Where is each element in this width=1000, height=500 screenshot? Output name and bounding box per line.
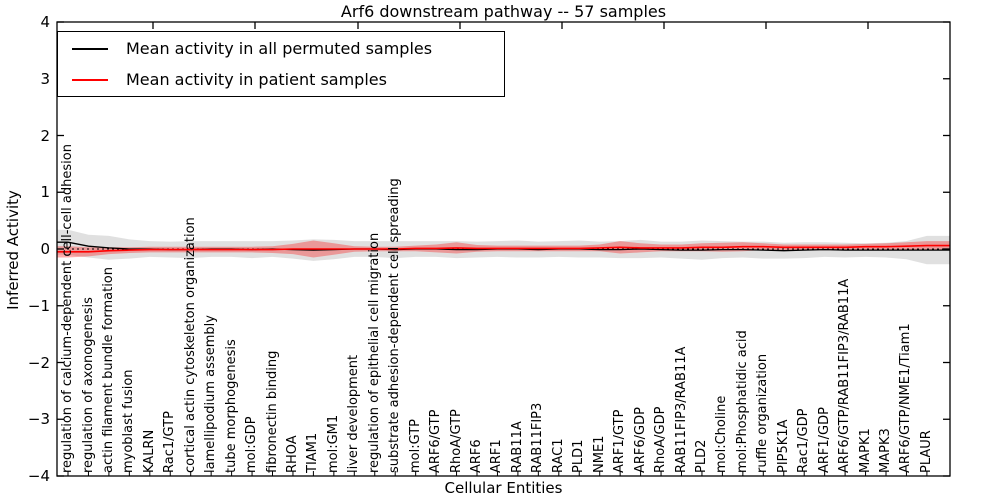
x-tick-label: MAPK1 — [857, 428, 873, 473]
x-tick-label: liver development — [346, 354, 362, 473]
x-tick-label: fibronectin binding — [264, 350, 280, 473]
x-tick-label: TIAM1 — [305, 432, 321, 473]
y-tick-label: −3 — [27, 410, 50, 429]
y-tick-label: −2 — [27, 353, 50, 372]
x-tick-label: RHOA — [284, 435, 300, 473]
x-tick-label: lamellipodium assembly — [203, 315, 219, 473]
x-tick-label: mol:Choline — [714, 395, 730, 473]
x-axis-label: Cellular Entities — [444, 479, 563, 497]
x-tick-label: regulation of epithelial cell migration — [366, 232, 382, 473]
black-line-sample-icon — [72, 47, 108, 50]
chart-title: Arf6 downstream pathway -- 57 samples — [340, 2, 667, 21]
x-tick-label: ARF1 — [489, 439, 505, 473]
y-tick-label: 0 — [40, 240, 50, 258]
x-tick-label: ARF6/GTP/RAB11FIP3/RAB11A — [837, 278, 853, 473]
x-tick-label: ARF6/GDP — [632, 407, 648, 473]
legend-item-patient: Mean activity in patient samples — [72, 67, 504, 92]
x-tick-label: mol:Phosphatidic acid — [734, 330, 750, 473]
x-tick-label: regulation of calcium-dependent cell-cel… — [60, 144, 75, 473]
permuted-spread-band — [57, 229, 950, 265]
legend-label-patient: Mean activity in patient samples — [126, 70, 387, 89]
y-tick-label: −4 — [27, 467, 50, 485]
x-tick-label: mol:GTP — [407, 419, 423, 473]
x-tick-label: RhoA/GTP — [448, 409, 464, 473]
x-tick-label: Rac1/GTP — [162, 411, 178, 473]
x-tick-label: PIP5K1A — [775, 419, 791, 473]
y-tick-label: −1 — [27, 296, 50, 315]
y-tick-label: 2 — [40, 126, 50, 145]
y-tick-label: 4 — [40, 13, 50, 31]
x-tick-label: ARF6/GTP/NME1/Tiam1 — [898, 323, 914, 473]
legend-item-permuted: Mean activity in all permuted samples — [72, 36, 504, 61]
x-tick-label: NME1 — [591, 435, 607, 473]
x-tick-label: RAB11FIP3 — [530, 402, 546, 473]
x-tick-label: mol:GDP — [244, 416, 259, 473]
x-tick-label: Rac1/GDP — [796, 408, 812, 473]
x-tick-label: PLD2 — [693, 439, 709, 473]
y-tick-label: 3 — [40, 69, 50, 88]
x-tick-label: KALRN — [141, 429, 157, 473]
x-tick-label: PLD1 — [571, 439, 587, 473]
x-tick-label: RAB11A — [509, 421, 525, 473]
x-tick-label: MAPK3 — [878, 428, 893, 473]
x-tick-label: ARF1/GDP — [816, 407, 832, 473]
x-tick-label: actin filament bundle formation — [100, 267, 116, 473]
x-tick-label: ARF1/GTP — [612, 409, 628, 473]
x-tick-label: mol:GM1 — [325, 414, 341, 473]
legend-label-permuted: Mean activity in all permuted samples — [126, 39, 433, 58]
x-tick-label: regulation of axonogenesis — [80, 297, 96, 473]
x-tick-label: RhoA/GDP — [653, 406, 668, 473]
legend: Mean activity in all permuted samples Me… — [57, 31, 505, 97]
x-tick-label: cortical actin cytoskeleton organization — [182, 217, 198, 473]
x-tick-label: tube morphogenesis — [223, 339, 239, 473]
red-line-sample-icon — [72, 78, 108, 81]
x-tick-label: substrate adhesion-dependent cell spread… — [387, 178, 403, 473]
x-tick-label: myoblast fusion — [121, 369, 137, 473]
y-tick-label: 1 — [40, 183, 50, 202]
patient-mean-line — [57, 244, 950, 253]
x-tick-label: RAB11FIP3/RAB11A — [673, 346, 689, 473]
x-tick-label: ruffle organization — [755, 353, 771, 473]
x-tick-label: PLAUR — [918, 430, 934, 473]
x-tick-label: ARF6 — [469, 439, 484, 473]
x-tick-label: ARF6/GTP — [428, 409, 444, 473]
x-tick-label: RAC1 — [550, 438, 566, 473]
